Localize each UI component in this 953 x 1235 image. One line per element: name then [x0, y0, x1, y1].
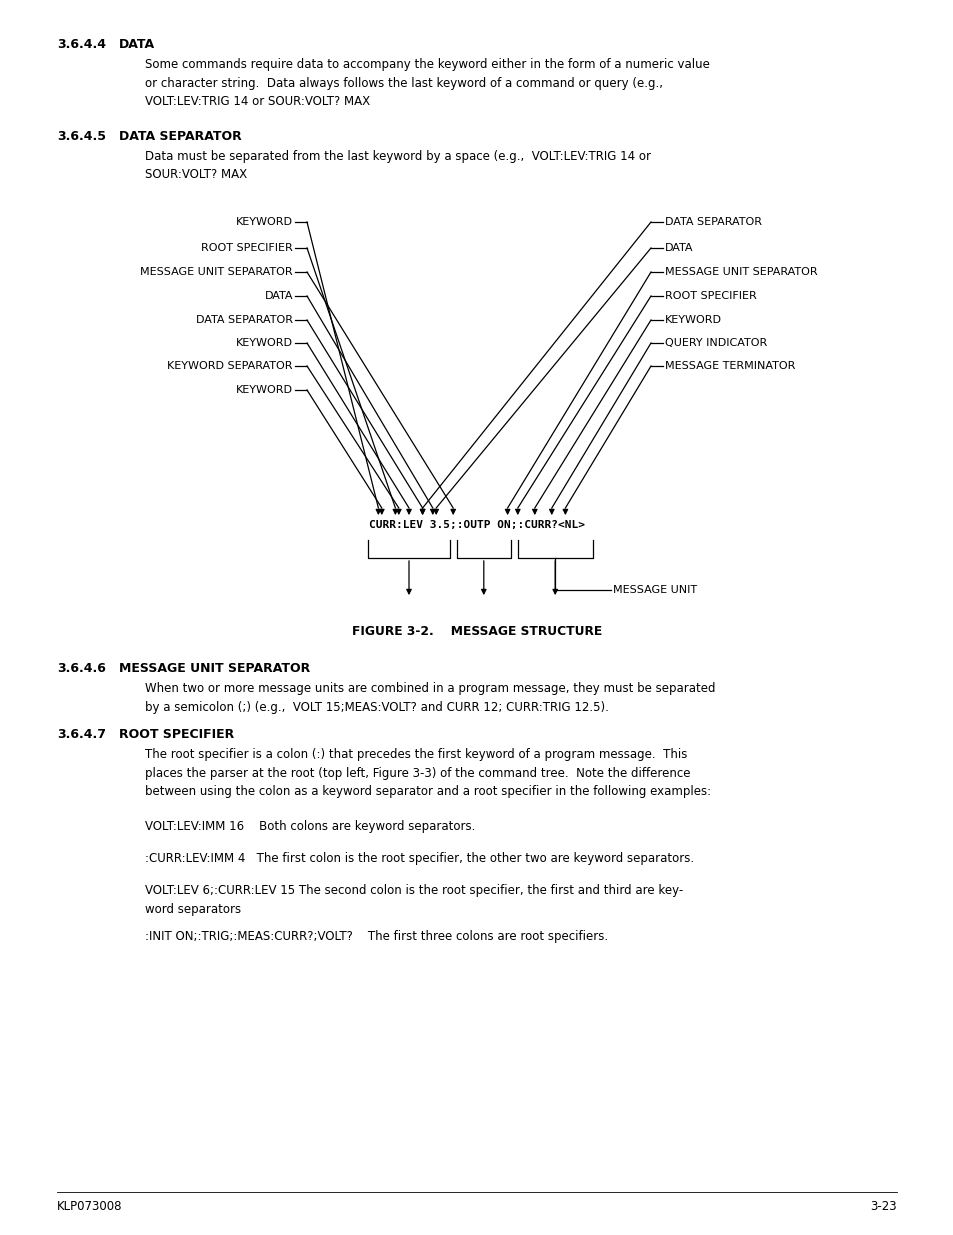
Text: 3.6.4.5: 3.6.4.5	[57, 130, 106, 143]
Text: DATA: DATA	[119, 38, 155, 51]
Text: :INIT ON;:TRIG;:MEAS:CURR?;VOLT?    The first three colons are root specifiers.: :INIT ON;:TRIG;:MEAS:CURR?;VOLT? The fir…	[145, 930, 607, 944]
Text: DATA SEPARATOR: DATA SEPARATOR	[664, 217, 761, 227]
Text: DATA SEPARATOR: DATA SEPARATOR	[119, 130, 241, 143]
Text: 3.6.4.7: 3.6.4.7	[57, 727, 106, 741]
Text: MESSAGE UNIT: MESSAGE UNIT	[612, 585, 696, 595]
Text: When two or more message units are combined in a program message, they must be s: When two or more message units are combi…	[145, 682, 715, 714]
Text: 3.6.4.4: 3.6.4.4	[57, 38, 106, 51]
Text: KEYWORD: KEYWORD	[235, 385, 293, 395]
Text: KEYWORD SEPARATOR: KEYWORD SEPARATOR	[168, 361, 293, 370]
Text: MESSAGE UNIT SEPARATOR: MESSAGE UNIT SEPARATOR	[140, 267, 293, 277]
Text: VOLT:LEV 6;:CURR:LEV 15 The second colon is the root specifier, the first and th: VOLT:LEV 6;:CURR:LEV 15 The second colon…	[145, 884, 682, 915]
Text: The root specifier is a colon (:) that precedes the first keyword of a program m: The root specifier is a colon (:) that p…	[145, 748, 710, 798]
Text: 3-23: 3-23	[869, 1200, 896, 1213]
Text: FIGURE 3-2.    MESSAGE STRUCTURE: FIGURE 3-2. MESSAGE STRUCTURE	[352, 625, 601, 638]
Text: KEYWORD: KEYWORD	[235, 217, 293, 227]
Text: MESSAGE UNIT SEPARATOR: MESSAGE UNIT SEPARATOR	[664, 267, 817, 277]
Text: MESSAGE UNIT SEPARATOR: MESSAGE UNIT SEPARATOR	[119, 662, 310, 676]
Text: KEYWORD: KEYWORD	[664, 315, 721, 325]
Text: MESSAGE TERMINATOR: MESSAGE TERMINATOR	[664, 361, 795, 370]
Text: :CURR:LEV:IMM 4   The first colon is the root specifier, the other two are keywo: :CURR:LEV:IMM 4 The first colon is the r…	[145, 852, 694, 864]
Text: ROOT SPECIFIER: ROOT SPECIFIER	[201, 243, 293, 253]
Text: Data must be separated from the last keyword by a space (e.g.,  VOLT:LEV:TRIG 14: Data must be separated from the last key…	[145, 149, 650, 182]
Text: CURR:LEV 3.5;:OUTP ON;:CURR?<NL>: CURR:LEV 3.5;:OUTP ON;:CURR?<NL>	[369, 520, 584, 530]
Text: VOLT:LEV:IMM 16    Both colons are keyword separators.: VOLT:LEV:IMM 16 Both colons are keyword …	[145, 820, 475, 832]
Text: Some commands require data to accompany the keyword either in the form of a nume: Some commands require data to accompany …	[145, 58, 709, 107]
Text: 3.6.4.6: 3.6.4.6	[57, 662, 106, 676]
Text: QUERY INDICATOR: QUERY INDICATOR	[664, 338, 766, 348]
Text: DATA SEPARATOR: DATA SEPARATOR	[195, 315, 293, 325]
Text: ROOT SPECIFIER: ROOT SPECIFIER	[664, 291, 756, 301]
Text: DATA: DATA	[664, 243, 693, 253]
Text: KEYWORD: KEYWORD	[235, 338, 293, 348]
Text: DATA: DATA	[264, 291, 293, 301]
Text: KLP073008: KLP073008	[57, 1200, 122, 1213]
Text: ROOT SPECIFIER: ROOT SPECIFIER	[119, 727, 234, 741]
